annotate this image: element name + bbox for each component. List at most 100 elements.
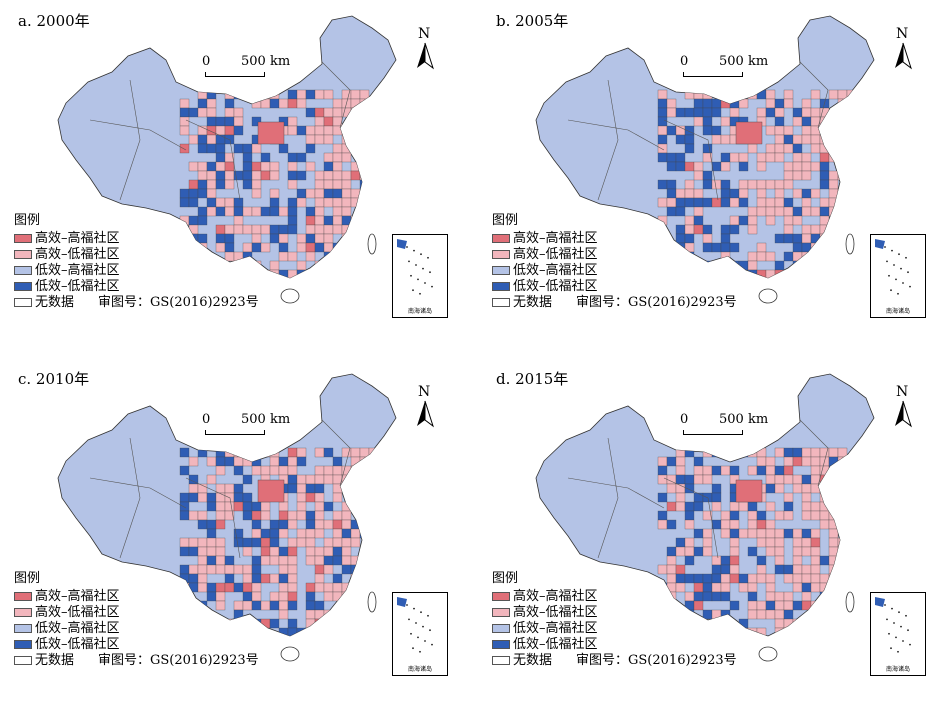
county-cell — [260, 510, 271, 521]
county-cell — [279, 637, 288, 646]
county-cell — [765, 537, 776, 548]
island-dot — [431, 643, 433, 646]
county-cell — [819, 609, 830, 620]
approval-number: 审图号：GS(2016)2923号 — [576, 294, 737, 310]
island-dot — [897, 292, 899, 295]
county-cell — [783, 591, 794, 602]
county-cell — [846, 501, 857, 512]
county-cell — [684, 197, 695, 208]
county-cell — [269, 456, 280, 467]
county-cell — [251, 188, 262, 199]
county-cell — [837, 618, 848, 629]
county-cell — [350, 555, 361, 566]
county-cell — [305, 224, 316, 235]
county-cell — [368, 269, 379, 278]
county-cell — [720, 152, 731, 163]
county-cell — [314, 501, 325, 512]
county-cell — [179, 447, 190, 458]
county-cell — [233, 501, 244, 512]
county-cell — [783, 134, 794, 145]
county-cell — [269, 260, 280, 271]
county-cell — [341, 627, 352, 636]
county-cell — [305, 215, 316, 226]
county-cell — [837, 555, 848, 566]
scale-bar: 0 500 km — [202, 412, 295, 438]
county-cell — [792, 474, 803, 485]
county-cell — [278, 528, 289, 539]
county-cell — [819, 116, 830, 127]
county-cell — [179, 501, 190, 512]
county-cell — [774, 600, 785, 611]
county-cell — [837, 627, 848, 636]
county-cell — [215, 161, 226, 172]
county-cell — [314, 465, 325, 476]
county-cell — [224, 107, 235, 118]
county-cell — [350, 89, 361, 100]
county-cell — [257, 479, 285, 503]
county-cell — [368, 474, 379, 485]
county-cell — [314, 564, 325, 575]
county-cell — [747, 465, 758, 476]
county-cell — [206, 143, 217, 154]
county-cell — [801, 125, 812, 136]
county-cell — [278, 519, 289, 530]
county-cell — [756, 573, 767, 584]
county-cell — [278, 582, 289, 593]
county-cell — [774, 152, 785, 163]
county-cell — [693, 161, 704, 172]
county-cell — [811, 637, 820, 646]
county-cell — [233, 89, 244, 100]
county-cell — [828, 609, 839, 620]
county-cell — [341, 528, 352, 539]
county-cell — [828, 483, 839, 494]
county-cell — [368, 501, 379, 512]
county-cell — [315, 279, 324, 288]
county-cell — [702, 98, 713, 109]
county-cell — [702, 474, 713, 485]
county-cell — [287, 251, 298, 262]
county-cell — [810, 143, 821, 154]
county-cell — [801, 134, 812, 145]
county-cell — [837, 188, 848, 199]
region-border — [797, 417, 829, 487]
county-cell — [837, 510, 848, 521]
county-cell — [332, 618, 343, 629]
county-cell — [756, 600, 767, 611]
county-cell — [774, 546, 785, 557]
county-cell — [215, 447, 226, 458]
county-cell — [350, 609, 361, 620]
inset-coast — [875, 597, 885, 607]
county-cell — [296, 269, 307, 278]
county-cell — [305, 609, 316, 620]
county-cell — [278, 465, 289, 476]
county-cell — [314, 197, 325, 208]
county-cell — [368, 152, 379, 163]
county-cell — [819, 618, 830, 629]
county-cell — [350, 474, 361, 485]
county-cell — [350, 98, 361, 109]
county-cell — [197, 161, 208, 172]
county-cell — [738, 260, 749, 271]
county-cell — [729, 528, 740, 539]
county-cell — [206, 161, 217, 172]
county-cell — [197, 179, 208, 190]
county-cell — [287, 447, 298, 458]
county-cell — [739, 279, 748, 288]
county-cell — [783, 609, 794, 620]
county-cell — [783, 215, 794, 226]
county-cell — [666, 125, 677, 136]
county-cell — [792, 251, 803, 262]
county-cell — [296, 447, 307, 458]
county-cell — [765, 483, 776, 494]
county-cell — [846, 260, 857, 271]
county-cell — [359, 483, 370, 494]
county-cell — [350, 501, 361, 512]
county-cell — [774, 564, 785, 575]
county-cell — [747, 260, 758, 271]
county-cell — [765, 501, 776, 512]
county-cell — [251, 170, 262, 181]
county-cell — [693, 89, 704, 100]
county-cell — [332, 197, 343, 208]
county-cell — [792, 546, 803, 557]
county-cell — [792, 447, 803, 458]
